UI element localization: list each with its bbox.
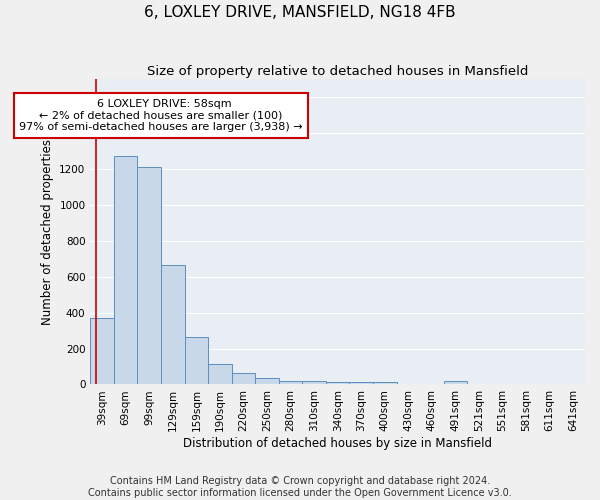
Bar <box>185 337 208 384</box>
Text: Contains HM Land Registry data © Crown copyright and database right 2024.
Contai: Contains HM Land Registry data © Crown c… <box>88 476 512 498</box>
Bar <box>232 373 255 384</box>
Y-axis label: Number of detached properties: Number of detached properties <box>41 139 54 325</box>
Bar <box>91 318 114 384</box>
Bar <box>373 382 397 384</box>
Bar <box>279 380 302 384</box>
Text: 6, LOXLEY DRIVE, MANSFIELD, NG18 4FB: 6, LOXLEY DRIVE, MANSFIELD, NG18 4FB <box>144 5 456 20</box>
Bar <box>326 382 349 384</box>
Bar <box>349 382 373 384</box>
Bar <box>161 265 185 384</box>
X-axis label: Distribution of detached houses by size in Mansfield: Distribution of detached houses by size … <box>183 437 492 450</box>
Bar <box>302 381 326 384</box>
Bar <box>443 381 467 384</box>
Title: Size of property relative to detached houses in Mansfield: Size of property relative to detached ho… <box>147 65 529 78</box>
Bar <box>208 364 232 384</box>
Bar <box>137 167 161 384</box>
Text: 6 LOXLEY DRIVE: 58sqm
← 2% of detached houses are smaller (100)
97% of semi-deta: 6 LOXLEY DRIVE: 58sqm ← 2% of detached h… <box>19 99 303 132</box>
Bar <box>255 378 279 384</box>
Bar <box>114 156 137 384</box>
